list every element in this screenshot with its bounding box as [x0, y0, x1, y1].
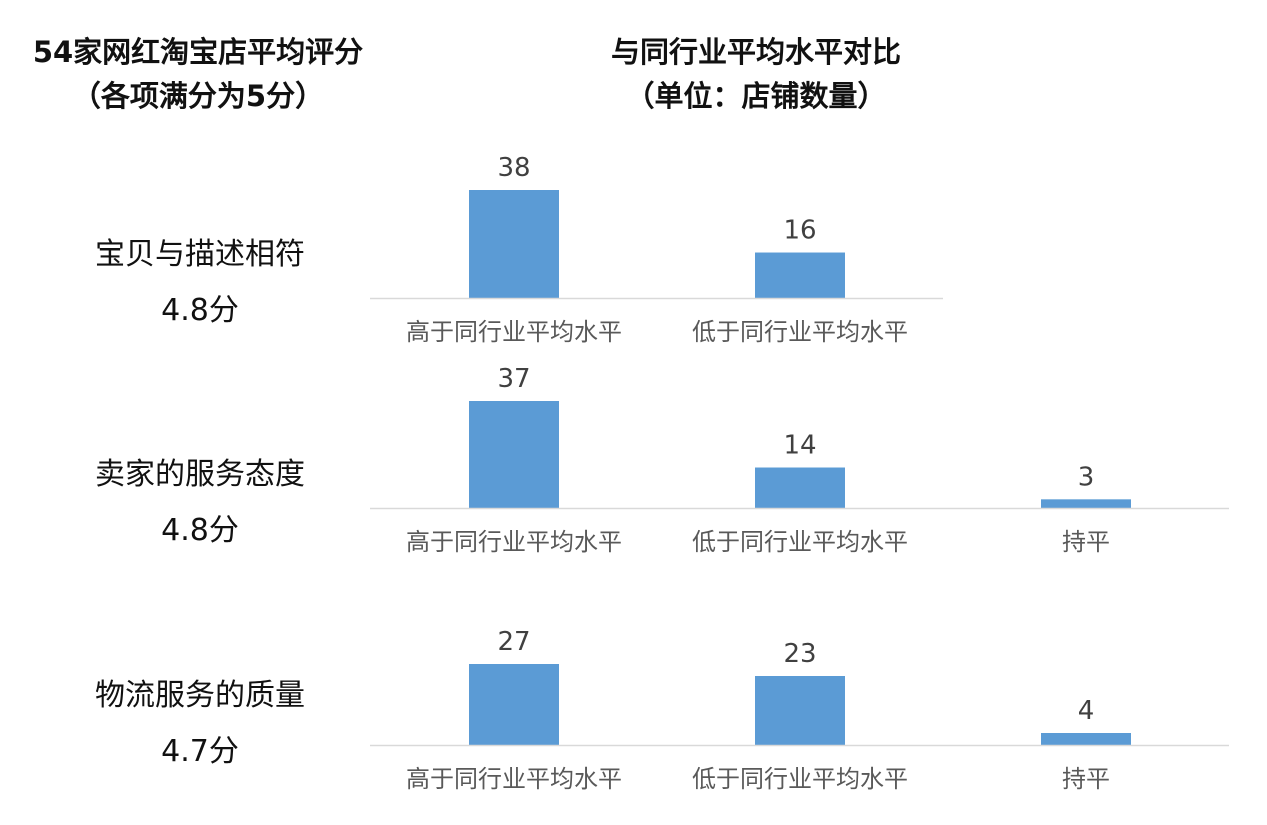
bar — [1041, 733, 1131, 745]
category-label: 低于同行业平均水平 — [692, 765, 908, 793]
right-title-line2: （单位：店铺数量） — [625, 79, 887, 113]
row-score: 4.8分 — [161, 293, 239, 328]
row-score: 4.8分 — [161, 513, 239, 548]
category-label: 高于同行业平均水平 — [406, 318, 622, 346]
row-name: 卖家的服务态度 — [95, 457, 305, 492]
data-label: 27 — [497, 627, 530, 657]
data-label: 14 — [783, 431, 816, 461]
category-label: 持平 — [1062, 765, 1110, 793]
data-label: 4 — [1078, 696, 1095, 726]
left-title-line2: （各项满分为5分） — [71, 79, 325, 113]
bar-chart-3: 27 高于同行业平均水平 23 低于同行业平均水平 4 持平 — [370, 627, 1229, 793]
category-label: 低于同行业平均水平 — [692, 528, 908, 556]
row-label-3: 物流服务的质量 4.7分 — [40, 676, 360, 772]
bar — [469, 664, 559, 745]
row-name: 宝贝与描述相符 — [95, 237, 305, 272]
bar — [469, 401, 559, 508]
data-label: 16 — [783, 216, 816, 246]
category-label: 低于同行业平均水平 — [692, 318, 908, 346]
right-title: 与同行业平均水平对比 （单位：店铺数量） — [556, 32, 956, 120]
bar — [755, 676, 845, 745]
bar — [1041, 499, 1131, 508]
bar-chart-2: 37 高于同行业平均水平 14 低于同行业平均水平 3 持平 — [370, 364, 1229, 556]
row-name: 物流服务的质量 — [95, 678, 305, 713]
bar — [755, 252, 845, 298]
left-title-line1: 54家网红淘宝店平均评分 — [32, 35, 364, 69]
data-label: 3 — [1078, 462, 1095, 492]
left-title: 54家网红淘宝店平均评分 （各项满分为5分） — [0, 32, 396, 120]
row-label-1: 宝贝与描述相符 4.8分 — [40, 235, 360, 331]
row-label-2: 卖家的服务态度 4.8分 — [40, 455, 360, 551]
row-score: 4.7分 — [161, 734, 239, 769]
bar — [755, 467, 845, 508]
bar — [469, 190, 559, 298]
category-label: 高于同行业平均水平 — [406, 765, 622, 793]
right-title-line1: 与同行业平均水平对比 — [610, 35, 901, 69]
category-label: 高于同行业平均水平 — [406, 528, 622, 556]
category-label: 持平 — [1062, 528, 1110, 556]
data-label: 38 — [497, 153, 530, 183]
bar-chart-1: 38 高于同行业平均水平 16 低于同行业平均水平 — [370, 153, 943, 346]
data-label: 23 — [783, 639, 816, 669]
data-label: 37 — [497, 364, 530, 394]
